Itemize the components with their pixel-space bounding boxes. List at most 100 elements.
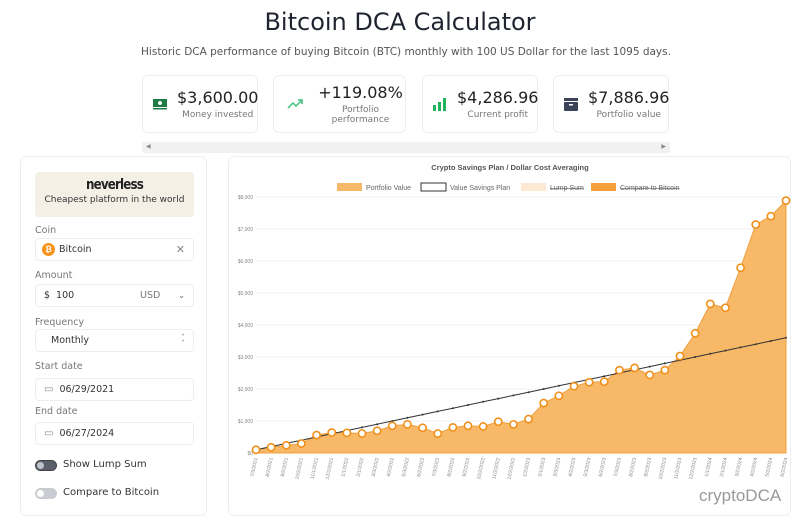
portfolio-value-point[interactable] — [387, 421, 397, 431]
lump-sum-toggle[interactable] — [35, 460, 57, 471]
x-tick-label: 12/2/2022 — [506, 457, 517, 480]
x-tick-label: 2/1/2023 — [537, 457, 547, 477]
stat-portfolio-performance: +119.08% Portfolio performance — [273, 75, 406, 133]
portfolio-value-point[interactable] — [493, 417, 503, 427]
portfolio-value-point[interactable] — [630, 363, 639, 373]
portfolio-value-point[interactable] — [327, 428, 337, 437]
portfolio-value-point[interactable] — [660, 365, 670, 375]
portfolio-value-point[interactable] — [251, 445, 261, 455]
x-tick-label: 8/2/2023 — [628, 457, 638, 477]
bar-chart-icon — [433, 97, 447, 111]
y-tick-label: $1,000 — [238, 419, 254, 425]
x-tick-label: 5/3/2022 — [401, 457, 411, 477]
stat-value: $4,286.96 — [457, 88, 539, 107]
portfolio-value-point[interactable] — [705, 299, 715, 309]
stat-label: Money invested — [182, 110, 254, 120]
portfolio-value-point[interactable] — [569, 381, 579, 391]
portfolio-value-point[interactable] — [539, 398, 549, 408]
x-tick-label: 10/2/2022 — [476, 457, 487, 480]
x-tick-label: 7/3/2022 — [431, 457, 441, 477]
portfolio-value-point[interactable] — [675, 351, 685, 361]
savings-plan-point — [497, 397, 500, 400]
portfolio-value-point[interactable] — [297, 439, 306, 448]
portfolio-value-point[interactable] — [403, 419, 412, 429]
y-tick-label: $5,000 — [238, 291, 254, 297]
scroll-right-icon[interactable]: ▶ — [661, 143, 666, 150]
portfolio-value-point[interactable] — [751, 220, 761, 229]
stat-value: $3,600.00 — [177, 88, 259, 107]
portfolio-value-point[interactable] — [554, 391, 564, 401]
horizontal-scrollbar[interactable]: ◀ ▶ — [142, 142, 670, 153]
stat-current-profit: $4,286.96 Current profit — [422, 75, 538, 133]
legend-compare[interactable]: Compare to Bitcoin — [620, 185, 680, 192]
start-date-value: 06/29/2021 — [59, 384, 115, 395]
portfolio-value-point[interactable] — [645, 370, 655, 380]
currency-select[interactable]: USD — [139, 290, 161, 301]
legend-swatch-portfolio[interactable] — [337, 183, 362, 191]
start-date-input[interactable]: ▭ 06/29/2021 — [35, 378, 194, 401]
x-tick-label: 9/2/2023 — [643, 457, 653, 477]
frequency-select[interactable]: Monthly ˄ ˅ — [35, 329, 194, 352]
x-tick-label: 11/2/2022 — [491, 457, 501, 480]
y-tick-label: $7,000 — [238, 227, 254, 233]
x-tick-label: 3/3/2022 — [371, 457, 381, 477]
portfolio-value-point[interactable] — [312, 430, 321, 440]
portfolio-value-point[interactable] — [448, 422, 458, 432]
frequency-label: Frequency — [35, 317, 85, 328]
legend-portfolio[interactable]: Portfolio Value — [366, 185, 411, 192]
x-tick-label: 8/2/2021 — [265, 457, 275, 477]
legend-swatch-compare[interactable] — [591, 183, 616, 191]
lump-sum-label: Show Lump Sum — [63, 459, 147, 470]
x-tick-label: 2/1/2022 — [356, 457, 366, 477]
portfolio-value-point[interactable] — [372, 426, 382, 436]
portfolio-value-point[interactable] — [266, 442, 276, 452]
scroll-left-icon[interactable]: ◀ — [146, 143, 151, 150]
portfolio-value-point[interactable] — [615, 365, 624, 375]
stat-label: Portfolio value — [596, 110, 661, 120]
legend-savings[interactable]: Value Savings Plan — [450, 185, 510, 192]
portfolio-value-area — [255, 199, 787, 454]
portfolio-value-point[interactable] — [690, 328, 700, 338]
portfolio-value-point[interactable] — [584, 377, 594, 387]
portfolio-value-point[interactable] — [766, 211, 776, 221]
chevron-down-icon[interactable]: ⌄ — [178, 291, 185, 300]
y-tick-label: $8,000 — [238, 195, 254, 201]
x-tick-label: 7/3/2023 — [613, 457, 623, 477]
savings-plan-point — [754, 343, 757, 346]
x-tick-label: 10/2/2023 — [658, 457, 669, 480]
chart-legend: Portfolio Value Value Savings Plan Lump … — [337, 182, 680, 192]
portfolio-value-point[interactable] — [524, 414, 533, 424]
portfolio-value-point[interactable] — [478, 422, 488, 431]
dca-chart: Crypto Savings Plan / Dollar Cost Averag… — [238, 163, 791, 505]
promo-banner[interactable]: neverless Cheapest platform in the world — [35, 172, 194, 217]
promo-tagline: Cheapest platform in the world — [44, 195, 185, 205]
y-tick-label: $2,000 — [238, 387, 254, 393]
savings-plan-point — [542, 388, 545, 390]
portfolio-value-point[interactable] — [721, 303, 730, 313]
x-tick-label: 11/2/2023 — [673, 457, 683, 480]
legend-lump-sum[interactable]: Lump Sum — [550, 185, 584, 192]
portfolio-value-point[interactable] — [781, 196, 791, 206]
coin-label: Coin — [35, 225, 57, 236]
portfolio-value-point[interactable] — [418, 423, 427, 433]
portfolio-value-point[interactable] — [357, 429, 367, 438]
end-date-input[interactable]: ▭ 06/27/2024 — [35, 422, 194, 445]
portfolio-value-point[interactable] — [736, 263, 745, 273]
coin-select[interactable]: ₿ Bitcoin ✕ — [35, 238, 194, 261]
frequency-value: Monthly — [51, 335, 90, 346]
legend-swatch-savings[interactable] — [420, 182, 447, 192]
portfolio-value-point[interactable] — [342, 428, 352, 438]
clear-icon[interactable]: ✕ — [175, 243, 185, 256]
savings-plan-point — [376, 423, 379, 426]
portfolio-value-point[interactable] — [463, 421, 473, 431]
savings-plan-point — [512, 394, 515, 397]
portfolio-value-point[interactable] — [281, 440, 291, 450]
amount-input[interactable]: $ 100 USD ⌄ — [35, 284, 194, 307]
x-tick-label: 2/1/2024 — [719, 457, 729, 477]
legend-swatch-lump-sum[interactable] — [521, 183, 546, 191]
updown-icon: ˄ ˅ — [181, 332, 185, 348]
portfolio-value-point[interactable] — [599, 377, 609, 387]
portfolio-value-point[interactable] — [433, 429, 443, 438]
portfolio-value-point[interactable] — [509, 419, 518, 429]
compare-toggle[interactable] — [35, 488, 57, 499]
